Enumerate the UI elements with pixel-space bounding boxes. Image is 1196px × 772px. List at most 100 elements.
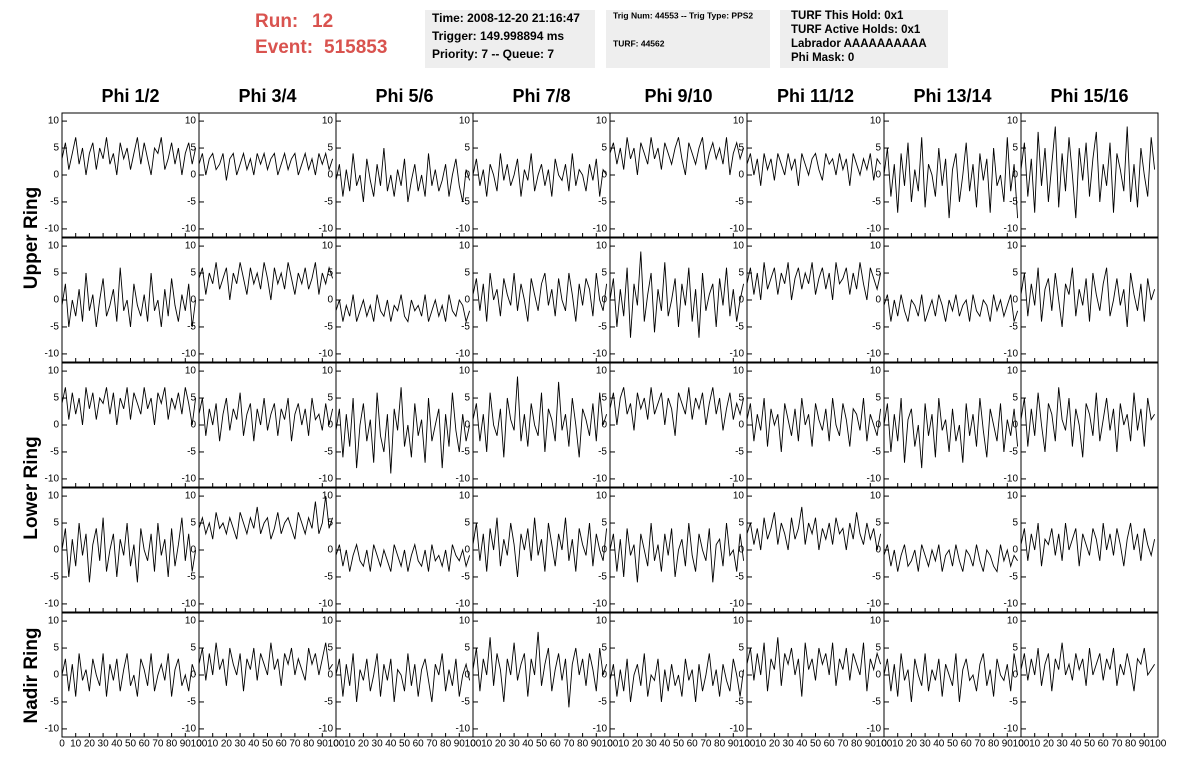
y-tick-label: -5	[872, 572, 881, 583]
y-tick-label: 5	[601, 268, 607, 279]
x-tick-label: 80	[714, 739, 726, 750]
y-tick-label: 0	[190, 295, 196, 306]
y-tick-label: -5	[872, 697, 881, 708]
x-tick-label: 50	[536, 739, 548, 750]
waveform	[1020, 387, 1155, 458]
run-label: Run:	[255, 11, 298, 32]
x-tick-label: 0	[470, 739, 476, 750]
y-tick-label: 10	[870, 616, 882, 627]
y-tick-label: -5	[735, 197, 744, 208]
y-tick-label: -10	[319, 349, 334, 360]
x-tick-label: 90	[1139, 739, 1151, 750]
y-tick-label: 10	[596, 366, 608, 377]
y-tick-label: 5	[601, 643, 607, 654]
y-tick-label: 0	[190, 170, 196, 181]
column-title: Phi 1/2	[101, 86, 159, 106]
y-tick-label: 5	[875, 268, 881, 279]
y-tick-label: 10	[459, 366, 471, 377]
info-line: TURF: 44562	[613, 38, 665, 48]
info-line: Labrador AAAAAAAAAA	[791, 38, 927, 50]
plot-frame	[746, 237, 885, 363]
y-tick-label: -10	[456, 349, 471, 360]
y-tick-label: 10	[322, 491, 334, 502]
x-tick-label: 30	[509, 739, 521, 750]
y-tick-label: -10	[1004, 224, 1019, 235]
y-tick-label: 5	[190, 518, 196, 529]
x-tick-label: 80	[577, 739, 589, 750]
y-tick-label: -5	[735, 322, 744, 333]
x-tick-label: 100	[739, 739, 756, 750]
x-tick-label: 0	[1018, 739, 1024, 750]
waveform	[198, 392, 334, 442]
y-tick-label: 10	[1007, 366, 1019, 377]
x-tick-label: 30	[1057, 739, 1069, 750]
x-tick-label: 50	[947, 739, 959, 750]
y-tick-label: -10	[319, 599, 334, 610]
plot-frame	[746, 487, 885, 613]
y-tick-label: 0	[53, 670, 59, 681]
y-tick-label: 5	[738, 518, 744, 529]
y-tick-label: 5	[738, 143, 744, 154]
x-tick-label: 10	[70, 739, 82, 750]
y-tick-label: 5	[738, 268, 744, 279]
y-tick-label: -10	[730, 349, 745, 360]
x-tick-label: 70	[426, 739, 438, 750]
plot-frame	[61, 487, 200, 613]
y-tick-label: 0	[327, 420, 333, 431]
x-tick-label: 50	[810, 739, 822, 750]
y-tick-label: 5	[738, 643, 744, 654]
y-tick-label: -10	[1004, 349, 1019, 360]
y-tick-label: -5	[598, 322, 607, 333]
waveform	[746, 262, 882, 301]
y-tick-label: 5	[464, 268, 470, 279]
x-tick-label: 10	[344, 739, 356, 750]
y-tick-label: -10	[867, 724, 882, 735]
x-tick-label: 100	[465, 739, 482, 750]
y-tick-label: 5	[875, 143, 881, 154]
y-tick-label: 0	[464, 420, 470, 431]
y-tick-label: 10	[185, 241, 197, 252]
y-tick-label: -5	[598, 447, 607, 458]
y-tick-label: -10	[593, 599, 608, 610]
y-tick-label: 10	[870, 241, 882, 252]
plot-frame	[335, 237, 474, 363]
plot-frame	[609, 112, 748, 238]
waveform	[472, 272, 608, 322]
waveform	[883, 653, 1019, 703]
waveform	[61, 137, 197, 176]
x-tick-label: 40	[796, 739, 808, 750]
x-tick-label: 30	[235, 739, 247, 750]
waveform	[1020, 126, 1156, 219]
x-tick-label: 40	[111, 739, 123, 750]
y-tick-label: 0	[875, 545, 881, 556]
plot-frame	[198, 237, 337, 363]
waveform	[883, 137, 1019, 219]
y-tick-label: -10	[1004, 724, 1019, 735]
y-tick-label: 10	[185, 116, 197, 127]
x-tick-label: 60	[413, 739, 425, 750]
y-tick-label: -10	[45, 599, 60, 610]
y-tick-label: 10	[48, 491, 60, 502]
column-title: Phi 11/12	[777, 86, 854, 106]
waveform	[883, 397, 1019, 469]
x-tick-label: 40	[659, 739, 671, 750]
plot-frame	[1020, 112, 1159, 238]
x-tick-label: 50	[1084, 739, 1096, 750]
y-tick-label: 0	[464, 170, 470, 181]
y-tick-label: 5	[601, 393, 607, 404]
waveform	[61, 267, 197, 328]
y-tick-label: 10	[870, 116, 882, 127]
y-tick-label: 5	[53, 518, 59, 529]
info-line: Time: 2008-12-20 21:16:47	[432, 11, 580, 25]
waveform	[746, 397, 882, 453]
x-tick-label: 20	[221, 739, 233, 750]
plot-frame	[61, 112, 200, 238]
x-tick-label: 20	[1043, 739, 1055, 750]
y-tick-label: 5	[464, 393, 470, 404]
y-tick-label: -5	[872, 322, 881, 333]
x-tick-label: 30	[783, 739, 795, 750]
x-tick-label: 10	[481, 739, 493, 750]
waveform	[883, 544, 1018, 573]
x-tick-label: 100	[1013, 739, 1030, 750]
y-tick-label: -10	[45, 349, 60, 360]
